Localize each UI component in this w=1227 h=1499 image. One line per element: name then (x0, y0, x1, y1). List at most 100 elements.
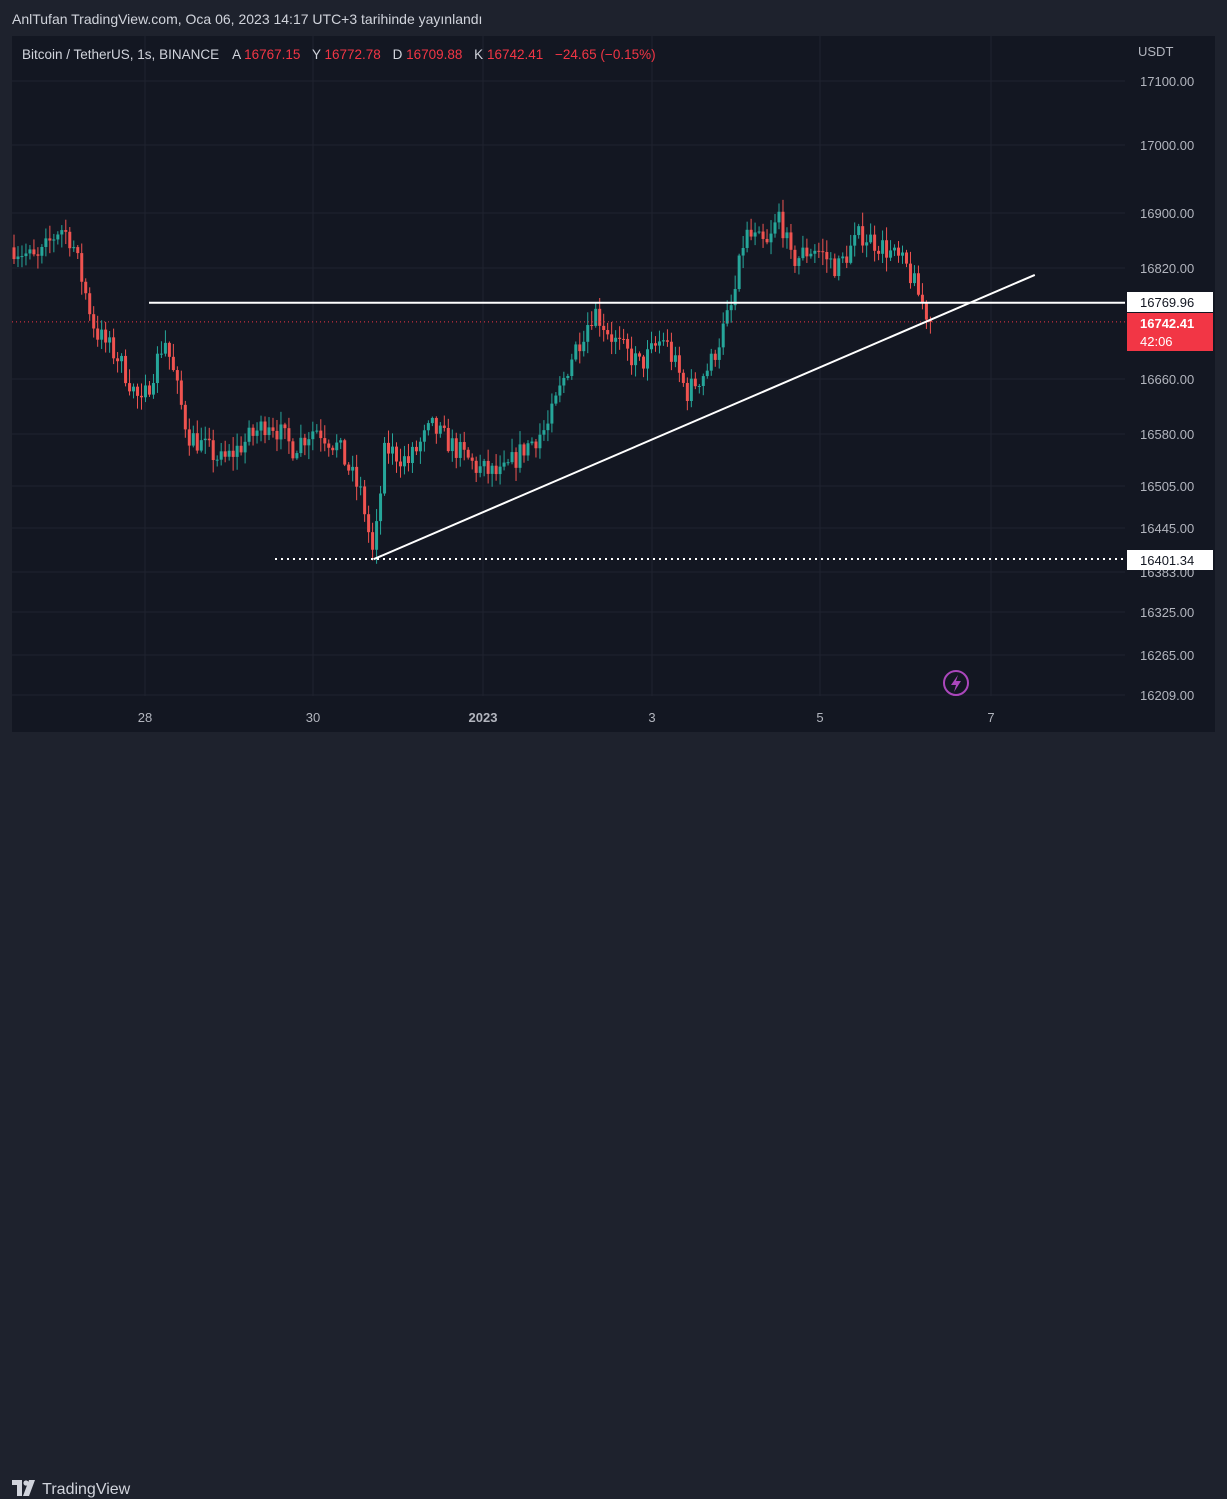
candle-body (291, 441, 295, 459)
candle-body (869, 234, 873, 243)
candle-body (558, 385, 562, 396)
candle-body (287, 428, 291, 442)
candle-body (319, 430, 323, 439)
candle-body (821, 251, 825, 253)
candle-body (566, 376, 570, 378)
candle-body (247, 427, 251, 442)
trendline[interactable] (373, 274, 1036, 561)
candle-body (638, 353, 642, 357)
time-axis[interactable]: 28 30 2023 3 5 7 (138, 710, 995, 725)
candle-body (713, 353, 717, 360)
candle-body (136, 386, 140, 396)
candle-body (391, 446, 395, 454)
candle-body (155, 353, 159, 384)
candle-body (904, 252, 908, 264)
candle-body (243, 441, 247, 453)
candle-body (450, 438, 454, 452)
candle-body (331, 447, 335, 451)
candle-body (586, 325, 590, 342)
candle-body (12, 247, 16, 260)
price-tick-label: 16445.00 (1140, 521, 1194, 536)
candle-body (394, 446, 398, 462)
resistance-price-label: 16769.96 (1127, 292, 1213, 312)
candle-body (901, 252, 905, 256)
legend-open-value: 16767.15 (244, 47, 300, 62)
publication-note: AnlTufan TradingView.com, Oca 06, 2023 1… (12, 11, 483, 27)
candle-body (793, 249, 797, 266)
candle-body (343, 440, 347, 465)
candle-body (367, 514, 371, 533)
support-price-label: 16401.34 (1127, 550, 1213, 570)
candle-body (526, 443, 530, 456)
candle-body (454, 438, 458, 458)
flash-icon[interactable] (943, 670, 969, 696)
candle-body (203, 438, 207, 441)
candle-body (227, 450, 231, 457)
flash-icon-ring (943, 670, 969, 696)
candle-body (60, 230, 64, 235)
candle-body (502, 462, 506, 467)
candle-body (462, 442, 466, 450)
candle-body (92, 314, 96, 329)
candle-body (881, 240, 885, 254)
candle-body (538, 434, 542, 449)
legend-high-value: 16772.78 (324, 47, 380, 62)
candle-body (68, 231, 72, 249)
candle-body (626, 338, 630, 349)
legend-open-label: A (232, 47, 241, 62)
candle-body (646, 349, 650, 369)
candle-body (28, 249, 32, 254)
candle-body (741, 247, 745, 256)
candle-body (725, 310, 729, 324)
candle-body (275, 430, 279, 440)
candle-body (506, 462, 510, 464)
candle-body (657, 341, 661, 346)
tradingview-logo[interactable]: TradingView (12, 1480, 130, 1499)
legend-symbol: Bitcoin / TetherUS, 1s, BINANCE (22, 47, 219, 62)
candle-body (685, 382, 689, 402)
candle-body (590, 325, 594, 327)
candle-body (315, 430, 319, 432)
candle-body (183, 404, 187, 430)
price-axis[interactable]: USDT 17100.00 17000.00 16900.00 16820.00 166… (1138, 44, 1194, 703)
candle-body (171, 356, 175, 371)
last-price-label-box (1127, 313, 1213, 351)
candle-body (207, 438, 211, 441)
price-tick-label: 17000.00 (1140, 138, 1194, 153)
candle-body (159, 353, 163, 355)
candle-body (398, 461, 402, 467)
candle-body (546, 423, 550, 431)
candle-body (100, 329, 104, 340)
candles (12, 199, 932, 564)
legend-high-label: Y (312, 47, 321, 62)
time-tick-label: 3 (648, 710, 655, 725)
candle-body (761, 231, 765, 239)
price-tick-label: 16505.00 (1140, 479, 1194, 494)
candle-body (602, 325, 606, 331)
time-tick-label: 2023 (469, 710, 498, 725)
candle-body (108, 337, 112, 343)
candle-body (52, 239, 56, 241)
price-tick-label: 16900.00 (1140, 206, 1194, 221)
candle-body (893, 247, 897, 251)
candle-body (801, 247, 805, 259)
candle-body (853, 235, 857, 246)
candle-body (379, 493, 383, 522)
candle-body (418, 441, 422, 452)
candle-body (773, 222, 777, 234)
candle-body (474, 460, 478, 473)
candle-body (167, 342, 171, 357)
candle-body (347, 464, 351, 471)
candle-body (781, 211, 785, 239)
resistance-label-text: 16769.96 (1140, 295, 1194, 310)
candle-body (829, 258, 833, 260)
candle-body (877, 250, 881, 254)
candle-body (16, 256, 20, 260)
candle-body (498, 466, 502, 475)
candle-body (104, 329, 108, 343)
candle-body (697, 385, 701, 387)
chart-canvas[interactable]: USDT 17100.00 17000.00 16900.00 16820.00 166… (12, 36, 1215, 732)
grid (12, 36, 1125, 696)
chart-frame[interactable]: USDT 17100.00 17000.00 16900.00 16820.00 166… (12, 36, 1215, 732)
countdown-text: 42:06 (1140, 334, 1173, 349)
